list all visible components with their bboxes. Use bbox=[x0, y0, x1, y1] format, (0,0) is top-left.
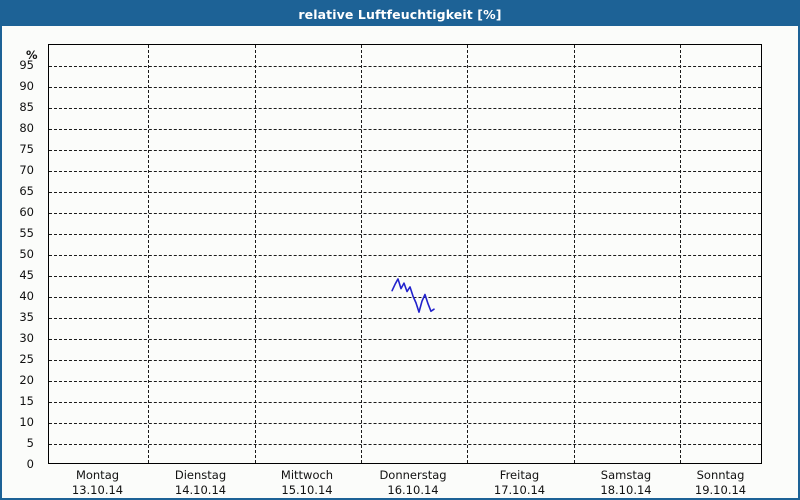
grid-line-horizontal bbox=[49, 318, 761, 319]
y-axis-tick: 55 bbox=[19, 226, 34, 240]
x-axis-tick-day: Freitag bbox=[499, 468, 540, 482]
x-axis-tick-day: Dienstag bbox=[174, 468, 227, 482]
grid-line-vertical bbox=[467, 45, 468, 463]
y-axis-tick: 80 bbox=[19, 121, 34, 135]
x-axis-tick-day: Mittwoch bbox=[280, 468, 334, 482]
x-axis-tick-date: 19.10.14 bbox=[694, 483, 747, 497]
grid-line-horizontal bbox=[49, 150, 761, 151]
y-axis-tick: 75 bbox=[19, 142, 34, 156]
grid-line-horizontal bbox=[49, 402, 761, 403]
y-axis-tick: 60 bbox=[19, 205, 34, 219]
x-axis-tick-date: 16.10.14 bbox=[387, 483, 439, 497]
x-axis-tick-date: 13.10.14 bbox=[71, 483, 124, 497]
grid-line-horizontal bbox=[49, 360, 761, 361]
grid-line-horizontal bbox=[49, 213, 761, 214]
grid-line-vertical bbox=[361, 45, 362, 463]
grid-line-vertical bbox=[680, 45, 681, 463]
grid-line-horizontal bbox=[49, 276, 761, 277]
y-axis-tick: 50 bbox=[19, 247, 34, 261]
grid-line-horizontal bbox=[49, 87, 761, 88]
grid-line-horizontal bbox=[49, 444, 761, 445]
grid-line-horizontal bbox=[49, 255, 761, 256]
y-axis-tick: 20 bbox=[19, 373, 34, 387]
grid-line-horizontal bbox=[49, 297, 761, 298]
y-axis-tick: 0 bbox=[26, 457, 34, 471]
grid-line-horizontal bbox=[49, 108, 761, 109]
grid-line-vertical bbox=[255, 45, 256, 463]
x-axis-tick-day: Samstag bbox=[600, 468, 652, 482]
x-axis-tick-samstag: Samstag 18.10.14 bbox=[600, 468, 651, 498]
x-axis-tick-date: 17.10.14 bbox=[493, 483, 546, 497]
grid-line-vertical bbox=[574, 45, 575, 463]
humidity-series-line bbox=[391, 278, 435, 313]
y-axis-tick: 45 bbox=[19, 268, 34, 282]
y-axis-tick: 5 bbox=[26, 436, 34, 450]
y-axis-tick: 25 bbox=[19, 352, 34, 366]
y-axis-tick: 90 bbox=[19, 79, 34, 93]
x-axis-tick-freitag: Freitag 17.10.14 bbox=[494, 468, 545, 498]
x-axis-tick-date: 14.10.14 bbox=[174, 483, 227, 497]
x-axis-tick-sonntag: Sonntag 19.10.14 bbox=[695, 468, 746, 498]
x-axis-tick-dienstag: Dienstag 14.10.14 bbox=[175, 468, 226, 498]
grid-line-horizontal bbox=[49, 192, 761, 193]
y-axis-tick: 70 bbox=[19, 163, 34, 177]
y-axis-tick: 85 bbox=[19, 100, 34, 114]
y-axis-tick: 35 bbox=[19, 310, 34, 324]
grid-line-horizontal bbox=[49, 339, 761, 340]
plot-area bbox=[48, 44, 762, 464]
y-axis-tick: 40 bbox=[19, 289, 34, 303]
x-axis-tick-day: Donnerstag bbox=[379, 468, 447, 482]
y-axis-tick: 10 bbox=[19, 415, 34, 429]
grid-line-horizontal bbox=[49, 234, 761, 235]
y-axis-tick: 30 bbox=[19, 331, 34, 345]
x-axis-tick-montag: Montag 13.10.14 bbox=[72, 468, 123, 498]
x-axis-tick-date: 18.10.14 bbox=[600, 483, 652, 497]
y-axis-tick: 65 bbox=[19, 184, 34, 198]
x-axis-tick-date: 15.10.14 bbox=[281, 483, 333, 497]
x-axis-tick-day: Montag bbox=[75, 468, 120, 482]
grid-line-horizontal bbox=[49, 381, 761, 382]
x-axis-tick-mittwoch: Mittwoch 15.10.14 bbox=[281, 468, 333, 498]
x-axis-tick-day: Sonntag bbox=[696, 468, 745, 482]
grid-line-horizontal bbox=[49, 423, 761, 424]
x-axis-tick-donnerstag: Donnerstag 16.10.14 bbox=[379, 468, 446, 498]
grid-line-horizontal bbox=[49, 171, 761, 172]
y-axis-unit-label: % bbox=[26, 48, 38, 62]
y-axis-tick: 95 bbox=[19, 58, 34, 72]
page-title: relative Luftfeuchtigkeit [%] bbox=[298, 6, 502, 22]
chart-title-bar: relative Luftfeuchtigkeit [%] bbox=[2, 2, 798, 26]
grid-line-vertical bbox=[148, 45, 149, 463]
grid-line-horizontal bbox=[49, 66, 761, 67]
y-axis-tick: 15 bbox=[19, 394, 34, 408]
grid-line-horizontal bbox=[49, 129, 761, 130]
